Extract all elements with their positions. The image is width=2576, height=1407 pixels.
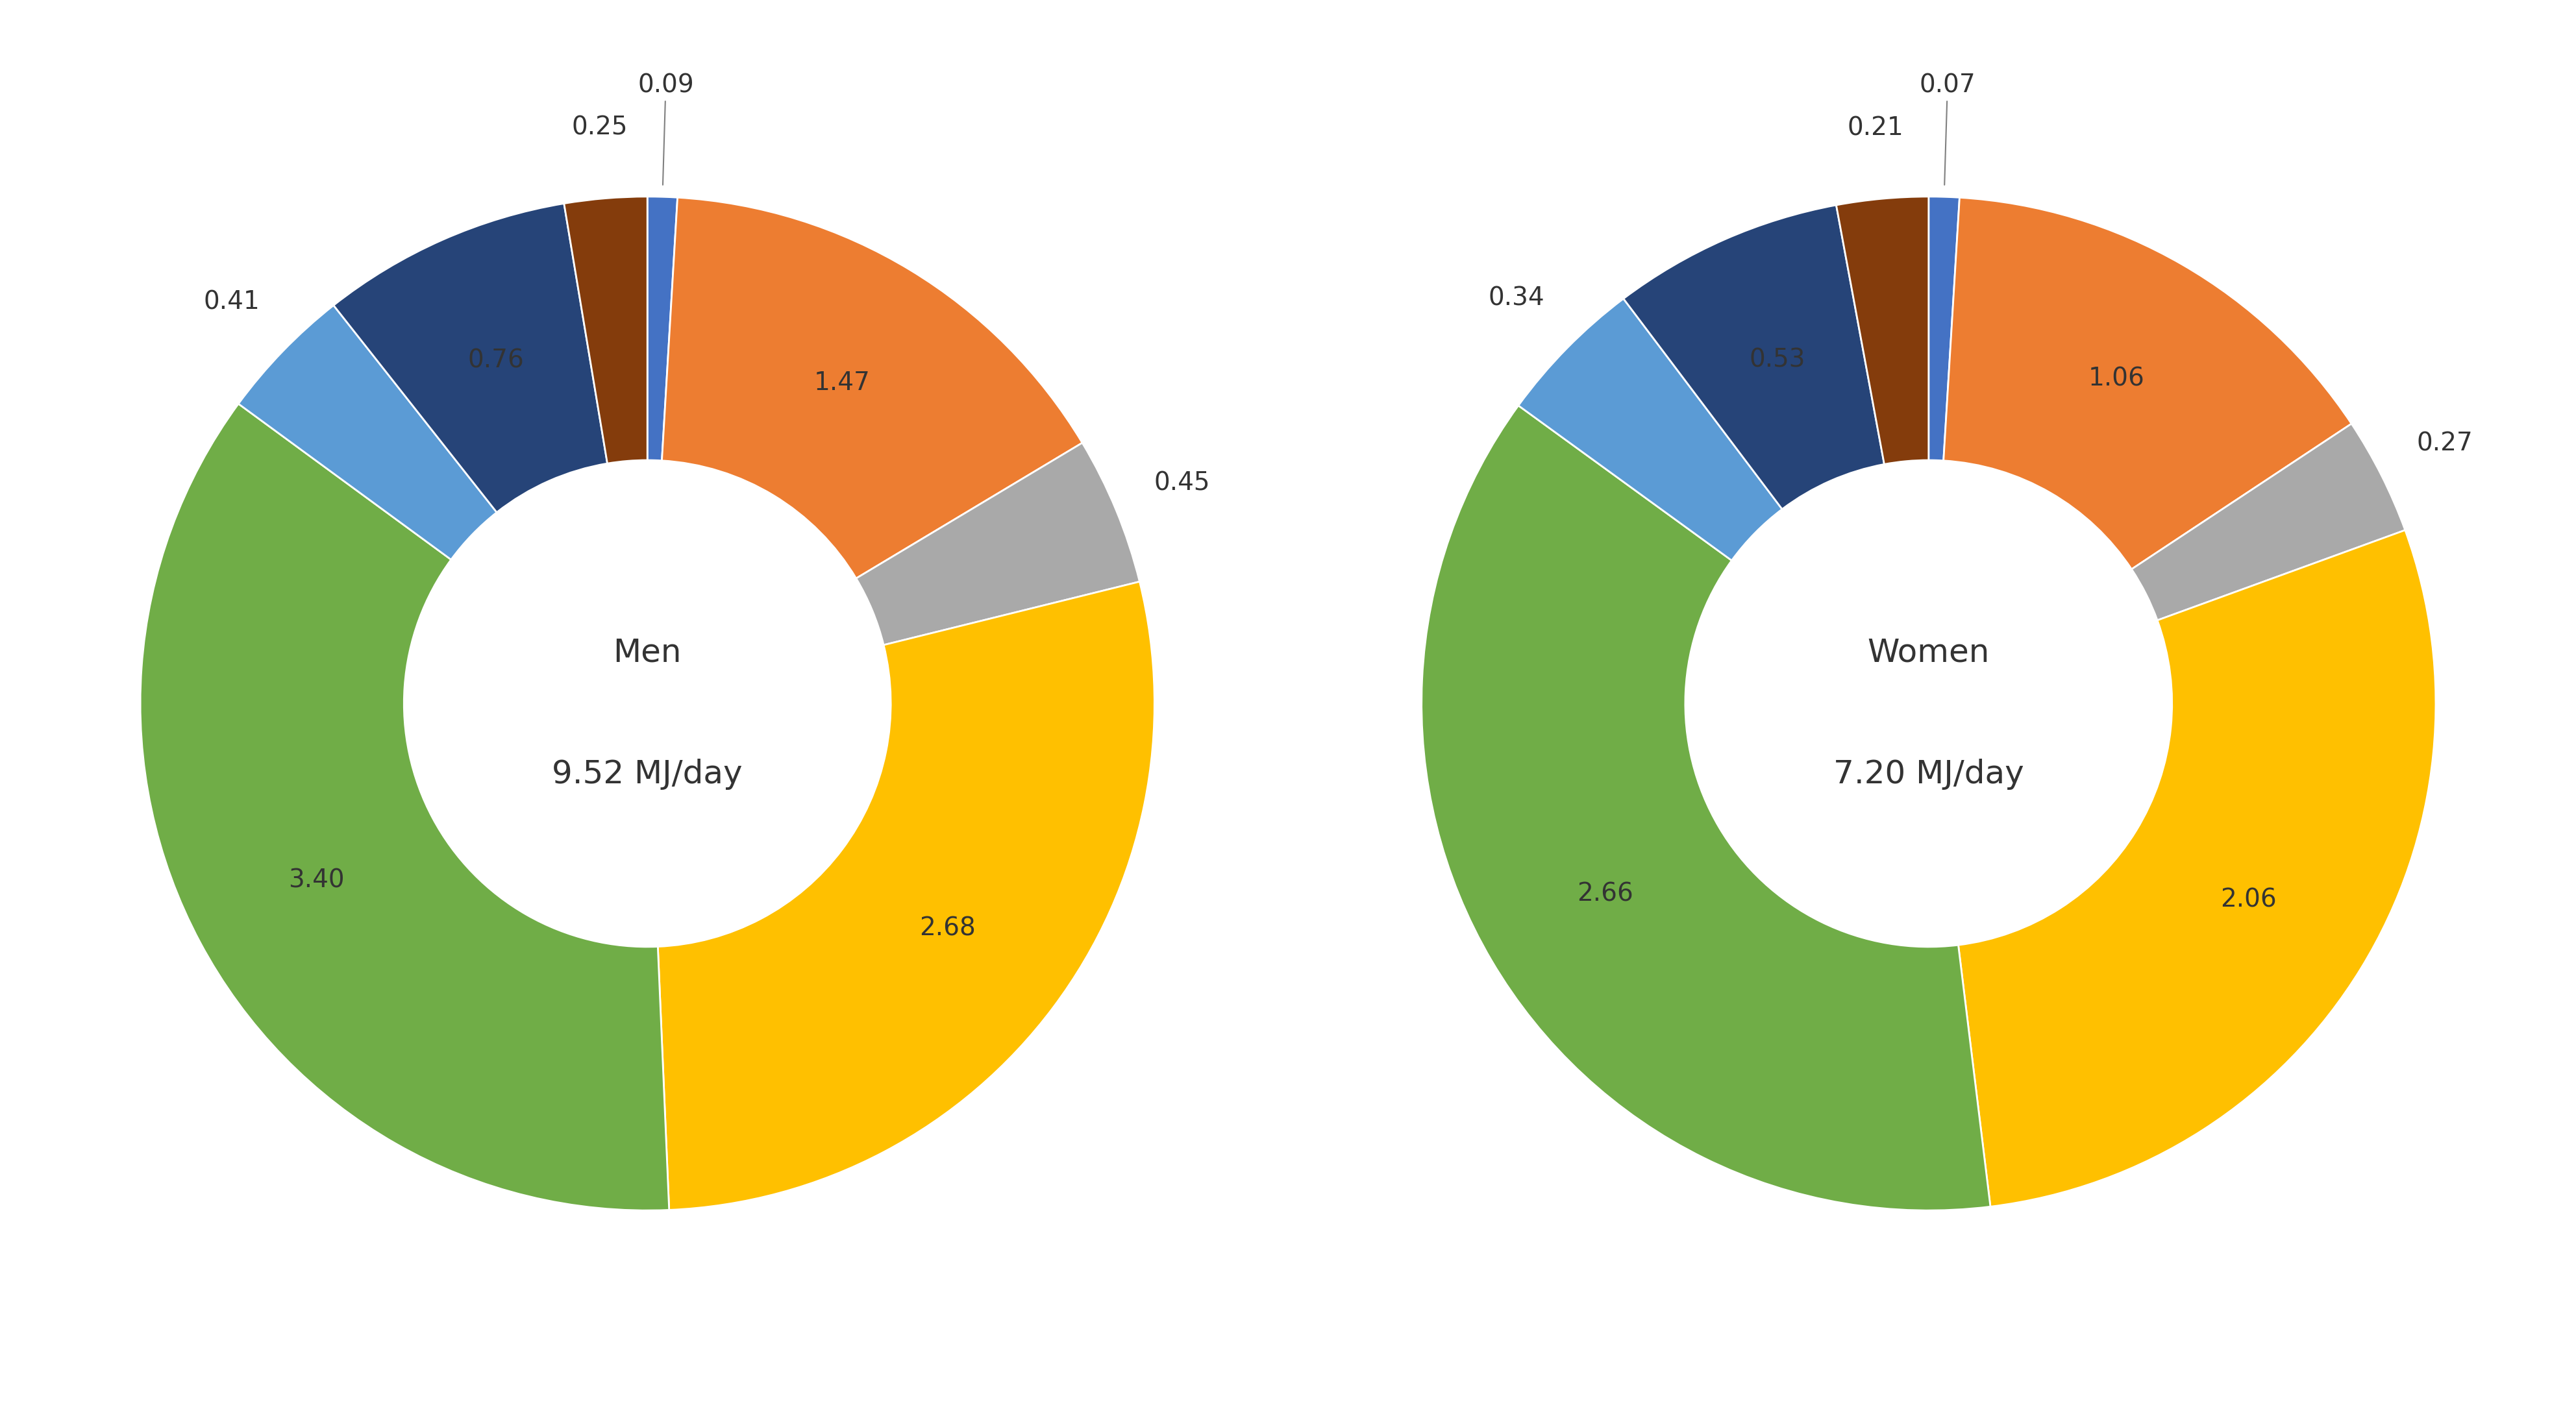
Wedge shape bbox=[2130, 424, 2406, 620]
Text: Women: Women bbox=[1868, 637, 1989, 668]
Wedge shape bbox=[1837, 197, 1929, 464]
Text: 0.45: 0.45 bbox=[1154, 471, 1211, 495]
Text: 1.47: 1.47 bbox=[814, 370, 871, 395]
Wedge shape bbox=[1623, 205, 1883, 509]
Text: 0.09: 0.09 bbox=[639, 73, 693, 184]
Text: 0.27: 0.27 bbox=[2416, 431, 2473, 456]
Wedge shape bbox=[139, 404, 670, 1210]
Text: 0.76: 0.76 bbox=[466, 348, 523, 373]
Text: Men: Men bbox=[613, 637, 683, 668]
Text: 0.34: 0.34 bbox=[1489, 286, 1546, 311]
Text: 3.40: 3.40 bbox=[289, 868, 345, 892]
Text: 0.07: 0.07 bbox=[1919, 73, 1976, 184]
Wedge shape bbox=[855, 443, 1139, 644]
Wedge shape bbox=[240, 305, 497, 560]
Text: 9.52 MJ/day: 9.52 MJ/day bbox=[551, 758, 742, 791]
Text: 2.66: 2.66 bbox=[1577, 882, 1633, 906]
Text: 1.06: 1.06 bbox=[2089, 366, 2143, 391]
Wedge shape bbox=[657, 581, 1154, 1210]
Wedge shape bbox=[1958, 530, 2437, 1207]
Wedge shape bbox=[1942, 197, 2352, 570]
Text: 0.41: 0.41 bbox=[204, 290, 260, 314]
Wedge shape bbox=[564, 197, 647, 463]
Text: 7.20 MJ/day: 7.20 MJ/day bbox=[1834, 758, 2025, 791]
Wedge shape bbox=[662, 197, 1082, 578]
Text: 2.06: 2.06 bbox=[2221, 888, 2277, 912]
Text: 0.53: 0.53 bbox=[1749, 348, 1806, 373]
Wedge shape bbox=[332, 204, 608, 512]
Text: 2.68: 2.68 bbox=[920, 916, 976, 941]
Wedge shape bbox=[1929, 197, 1960, 460]
Text: 0.21: 0.21 bbox=[1847, 115, 1904, 141]
Wedge shape bbox=[1517, 298, 1783, 560]
Wedge shape bbox=[1422, 405, 1991, 1210]
Text: 0.25: 0.25 bbox=[572, 115, 629, 139]
Wedge shape bbox=[647, 197, 677, 460]
